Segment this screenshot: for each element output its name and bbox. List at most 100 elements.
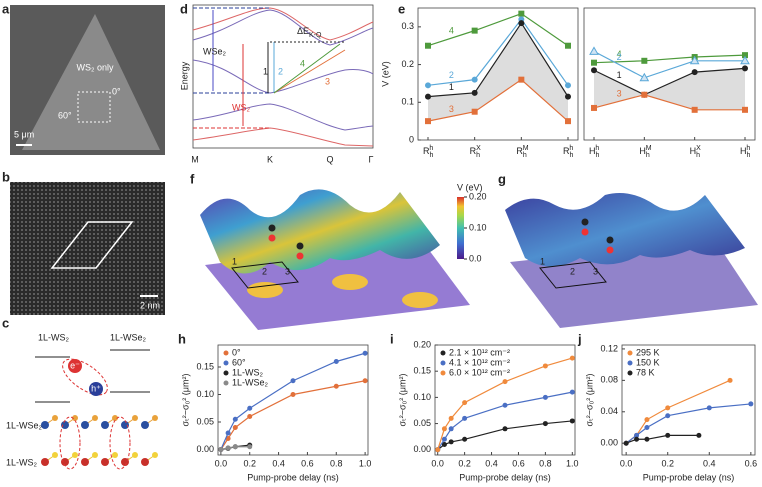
y-tick-label: 0.05 <box>196 416 214 426</box>
data-point <box>565 82 571 89</box>
gap-label: ΔEK-Q <box>297 26 322 38</box>
atom <box>61 421 69 429</box>
legend-label: 6.0 × 10¹² cm⁻² <box>449 367 510 377</box>
data-point <box>425 93 431 100</box>
y-tick-label: 0.00 <box>600 438 618 448</box>
y-tick-label: 0.10 <box>413 392 431 402</box>
y-tick-label: 0.15 <box>413 366 431 376</box>
electron-label: e⁻ <box>70 360 80 370</box>
atom <box>132 452 138 458</box>
x-tick-label-base: H <box>589 146 596 156</box>
x-tick-label: 0.4 <box>272 458 285 468</box>
series-line <box>427 12 569 47</box>
x-tick-label-base: H <box>639 146 646 156</box>
x-tick-label: HhM <box>639 145 651 159</box>
axis-label: σₜ²−σ₀² (μm²) <box>397 374 407 427</box>
legend-marker <box>627 350 633 356</box>
x-tick-label: HhX <box>690 145 701 159</box>
series-label: 3 <box>617 89 622 99</box>
unit-cell <box>50 221 134 269</box>
axis-label: Pump-probe delay (ns) <box>643 472 735 482</box>
data-point <box>742 52 748 59</box>
colorbar-label: 0.20 <box>469 191 487 201</box>
y-tick-label: 0.05 <box>413 418 431 428</box>
x-tick-label: 0.8 <box>330 458 343 468</box>
y-tick-label: 0.00 <box>196 444 214 454</box>
x-tick-label: 0.6 <box>301 458 314 468</box>
exciton <box>268 224 276 232</box>
x-tick-label-sub: h <box>523 152 527 159</box>
data-point <box>591 67 597 74</box>
unit-cell <box>539 261 607 289</box>
y-tick-label: 0 <box>409 134 414 144</box>
x-tick-label-sub: h <box>430 152 434 159</box>
region-label: WS₂ only <box>76 62 114 72</box>
band-label: WSe₂ <box>203 46 227 56</box>
data-point <box>589 46 599 55</box>
legend-label: 2.1 × 10¹² cm⁻² <box>449 347 510 357</box>
axes-frame <box>417 7 579 141</box>
data-point <box>518 76 525 83</box>
legend-marker <box>223 350 229 356</box>
exciton <box>581 218 589 226</box>
exciton <box>581 228 589 236</box>
data-point <box>448 439 454 445</box>
lattice-diagram <box>41 415 158 470</box>
atom <box>101 458 109 466</box>
exciton <box>59 416 81 470</box>
site-label: 1 <box>540 256 545 266</box>
x-tick-label-sub: h <box>596 152 600 159</box>
scale-label: 5 μm <box>14 129 34 139</box>
x-tick-label-sub: h <box>696 152 700 159</box>
atom <box>41 458 49 466</box>
site-label: 3 <box>285 266 290 276</box>
atom <box>141 458 149 466</box>
band <box>192 103 374 131</box>
x-tick-label: 0.2 <box>458 458 471 468</box>
legend-label: 0° <box>232 347 241 357</box>
data-point <box>462 400 468 406</box>
x-tick-label-base: R <box>516 146 523 156</box>
series-line <box>427 21 569 98</box>
data-point <box>634 436 640 442</box>
legend-marker <box>223 380 229 386</box>
x-tick-label: 0.2 <box>661 458 674 468</box>
data-point <box>569 418 575 424</box>
transition-arrow <box>273 49 346 94</box>
data-point <box>644 425 650 430</box>
x-tick-label-base: R <box>470 146 477 156</box>
x-tick-label-sup: h <box>595 145 599 152</box>
data-point <box>247 444 253 450</box>
y-tick-label: 0.2 <box>401 59 414 69</box>
data-point <box>290 392 296 397</box>
data-point <box>462 436 468 442</box>
x-tick-label-sup: h <box>569 145 573 152</box>
data-point <box>639 72 650 82</box>
x-tick-label-sup: M <box>646 145 652 152</box>
fit-line <box>220 380 366 450</box>
band <box>192 59 374 94</box>
legend-label: 295 K <box>636 347 660 357</box>
axes-frame <box>192 4 374 149</box>
data-point <box>591 59 597 66</box>
axis-label: Pump-probe delay (ns) <box>459 472 551 482</box>
layer-label: 1L-WS₂ <box>38 332 70 342</box>
band <box>192 7 374 41</box>
x-tick-label: 0.0 <box>215 458 228 468</box>
x-tick-label: 0.4 <box>485 458 498 468</box>
atom <box>92 415 98 421</box>
axes-frame <box>434 344 576 456</box>
data-point <box>218 447 224 452</box>
legend-marker <box>223 370 229 376</box>
data-point <box>462 415 468 421</box>
data-point <box>665 413 671 419</box>
data-point <box>362 378 368 384</box>
data-point <box>425 82 431 89</box>
layer-label: 1L-WS₂ <box>6 457 38 467</box>
data-point <box>232 444 238 450</box>
panel-label: h <box>178 331 186 346</box>
data-point <box>471 108 478 115</box>
data-point <box>742 65 748 72</box>
x-tick-label-sub: h <box>476 152 480 159</box>
